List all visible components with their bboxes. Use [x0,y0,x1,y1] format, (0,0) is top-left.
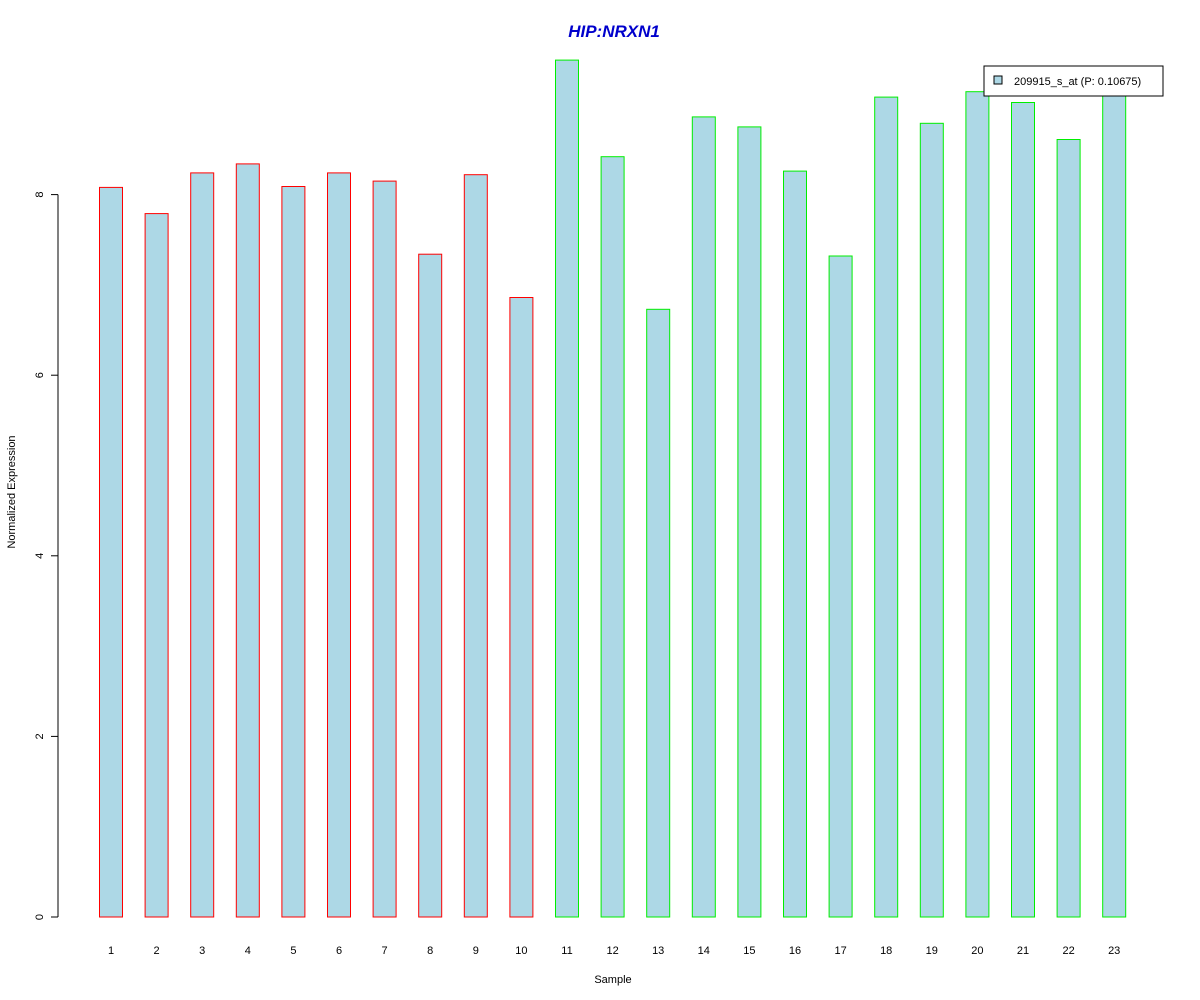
bar-sample-9 [463,174,488,918]
x-tick-label: 7 [382,945,388,957]
bar-sample-18 [874,96,899,918]
x-tick-label: 1 [108,945,114,957]
x-tick-label: 2 [154,945,160,957]
x-tick-label: 6 [336,945,342,957]
x-tick-label: 16 [789,945,801,957]
bar-sample-8 [418,253,443,918]
bar-sample-17 [828,255,853,918]
bar-sample-5 [281,186,306,918]
y-tick-label: 6 [34,372,46,378]
bar-sample-2 [144,213,169,918]
x-tick-label: 21 [1017,945,1029,957]
x-tick-labels: 1 2 3 4 5 6 7 8 9 10 11 12 13 14 15 16 17 18 19 20 21 22 23 [108,945,1120,957]
x-tick-label: 12 [606,945,618,957]
x-tick-label: 8 [427,945,433,957]
x-tick-label: 23 [1108,945,1120,957]
bar-sample-11 [555,59,579,918]
x-tick-label: 20 [971,945,983,957]
y-axis-title: Normalized Expression [6,435,18,548]
x-tick-label: 3 [199,945,205,957]
chart-title: HIP:NRXN1 [568,22,660,41]
y-tick-label: 2 [34,733,46,739]
bar-sample-20 [965,91,990,918]
bar-sample-6 [327,172,351,918]
bar-sample-4 [235,163,260,918]
x-tick-label: 4 [245,945,251,957]
x-tick-label: 9 [473,945,479,957]
x-tick-label: 18 [880,945,892,957]
bar-sample-15 [737,126,762,918]
x-tick-label: 13 [652,945,664,957]
bar-sample-1 [99,186,123,918]
x-tick-label: 19 [926,945,938,957]
legend-swatch [993,75,1003,85]
legend: 209915_s_at (P: 0.10675) [983,65,1164,97]
y-tick-label: 8 [34,192,46,198]
x-tick-label: 11 [561,945,572,957]
bar-sample-3 [190,172,215,918]
x-tick-label: 22 [1062,945,1074,957]
y-tick-label: 0 [34,914,46,920]
y-axis: 0 2 4 6 8 [34,192,59,920]
bar-sample-7 [372,180,397,918]
bar-sample-10 [509,297,534,918]
bar-sample-23 [1102,91,1127,918]
x-tick-label: 14 [698,945,710,957]
bars-group [99,59,1127,918]
legend-label: 209915_s_at (P: 0.10675) [1014,76,1141,88]
bar-sample-22 [1056,139,1081,918]
x-tick-label: 10 [515,945,527,957]
x-tick-label: 5 [290,945,296,957]
bar-sample-14 [691,116,716,918]
bar-sample-12 [600,156,625,918]
x-tick-label: 15 [743,945,755,957]
bar-sample-16 [783,170,807,918]
y-tick-label: 4 [34,553,46,559]
x-tick-label: 17 [834,945,846,957]
legend-box [983,65,1164,97]
bar-sample-13 [646,308,671,918]
x-axis-title: Sample [594,974,631,986]
bar-sample-21 [1011,102,1035,918]
bar-sample-19 [919,122,944,918]
